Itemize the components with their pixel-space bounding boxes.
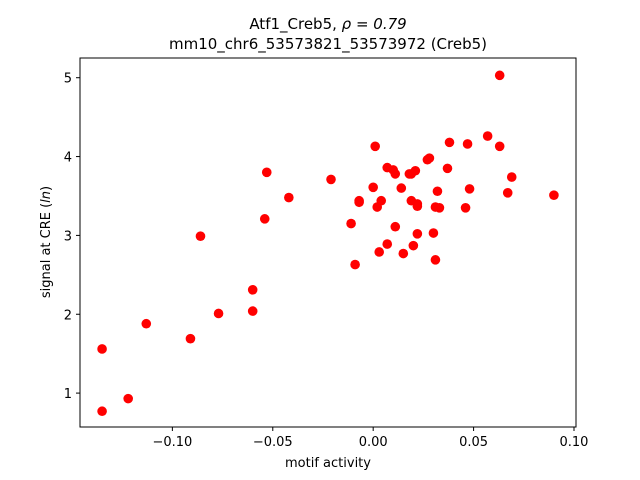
- data-point: [432, 186, 443, 197]
- chart-title-line1: Atf1_Creb5, ρ = 0.79: [249, 15, 406, 34]
- data-point: [494, 70, 505, 81]
- data-point: [390, 169, 401, 179]
- data-point: [408, 240, 419, 251]
- y-tick-label: 2: [64, 308, 72, 323]
- data-point: [370, 141, 380, 152]
- data-point: [374, 247, 385, 257]
- chart-title-line2: mm10_chr6_53573821_53573972 (Creb5): [169, 35, 487, 54]
- data-point: [442, 163, 453, 174]
- y-tick-label: 1: [64, 387, 72, 402]
- data-point: [354, 195, 364, 206]
- data-point: [326, 174, 336, 185]
- x-axis-label: motif activity: [285, 456, 371, 471]
- data-point: [382, 239, 393, 249]
- y-tick-label: 4: [64, 151, 72, 166]
- data-point: [482, 131, 493, 141]
- data-point: [428, 228, 439, 238]
- data-point: [464, 184, 475, 194]
- data-point: [506, 172, 517, 182]
- data-point: [195, 231, 206, 241]
- data-point: [462, 139, 473, 149]
- data-point: [430, 255, 441, 265]
- data-point: [396, 183, 407, 193]
- x-tick-label: −0.10: [152, 435, 192, 450]
- data-point: [284, 192, 294, 203]
- data-point: [97, 406, 107, 417]
- data-point: [247, 306, 258, 316]
- data-points: [97, 70, 559, 417]
- data-point: [259, 214, 270, 224]
- data-point: [368, 182, 378, 193]
- data-point: [460, 203, 471, 213]
- data-point: [141, 318, 152, 329]
- x-tick-label: 0.00: [359, 435, 388, 450]
- data-point: [434, 203, 445, 213]
- x-tick-label: −0.05: [253, 435, 293, 450]
- x-tick-label: 0.05: [459, 435, 488, 450]
- x-axis-ticks: −0.10 −0.05 0.00 0.05 0.10: [152, 427, 588, 450]
- data-point: [376, 195, 387, 206]
- data-point: [123, 393, 133, 404]
- plot-area-frame: [79, 57, 577, 428]
- data-point: [261, 167, 272, 178]
- data-point: [494, 141, 505, 152]
- data-point: [412, 199, 423, 209]
- data-point: [390, 221, 401, 232]
- data-point: [346, 218, 356, 229]
- data-point: [350, 259, 360, 270]
- y-tick-label: 3: [64, 229, 72, 244]
- data-point: [444, 137, 455, 148]
- data-point: [213, 308, 224, 319]
- data-point: [549, 190, 559, 200]
- data-point: [502, 188, 513, 198]
- x-tick-label: 0.10: [560, 435, 589, 450]
- data-point: [412, 229, 423, 239]
- data-point: [185, 333, 196, 344]
- y-axis-label: signal at CRE (ln): [39, 186, 54, 298]
- y-tick-label: 5: [64, 72, 72, 87]
- data-point: [410, 165, 421, 176]
- data-point: [424, 153, 435, 163]
- data-point: [97, 344, 107, 354]
- data-point: [398, 248, 409, 259]
- data-point: [247, 285, 258, 295]
- y-axis-ticks: 1 2 3 4 5: [64, 72, 80, 402]
